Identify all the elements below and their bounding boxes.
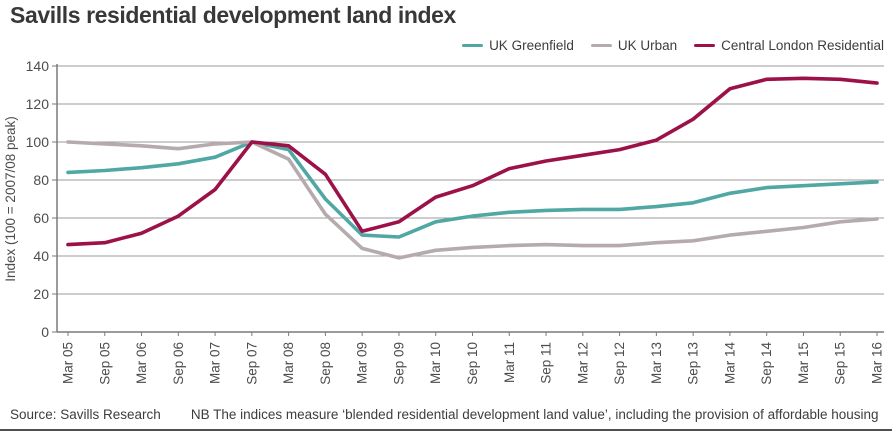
footer: Source: Savills Research NB The indices … [10, 407, 886, 422]
series-line-uk-greenfield [66, 140, 879, 239]
footnote-text: NB The indices measure ‘blended resident… [190, 407, 879, 422]
chart-area: 0 20 40 60 80 100 120 140 Mar 05 Sep 05 Mar 06 Sep … [0, 58, 892, 400]
x-tick-label: Mar 09 [355, 342, 370, 384]
x-tick-label: Sep 06 [171, 342, 186, 385]
land-index-line-chart: 0 20 40 60 80 100 120 140 Mar 05 Sep 05 Mar 06 Sep … [3, 58, 885, 385]
legend-label: UK Greenfield [489, 38, 574, 53]
x-tick-label: Mar 07 [208, 342, 223, 384]
legend-label: Central London Residential [721, 38, 884, 53]
page-title: Savills residential development land ind… [10, 2, 456, 28]
x-tick-label: Mar 05 [61, 342, 76, 384]
y-tick-label: 60 [33, 210, 49, 226]
legend-item-central-london-residential: Central London Residential [694, 38, 884, 53]
x-tick-label: Mar 15 [796, 342, 811, 384]
series-line-central-london-residential [66, 76, 879, 247]
x-tick-label: Sep 07 [244, 342, 259, 385]
chart-legend: UK Greenfield UK Urban Central London Resi… [462, 38, 884, 53]
x-tick-label: Sep 10 [465, 342, 480, 385]
legend-item-uk-urban: UK Urban [590, 38, 678, 53]
legend-swatch [590, 43, 612, 48]
legend-swatch [462, 43, 484, 48]
series-line-uk-urban [66, 140, 879, 260]
x-tick-label: Mar 06 [134, 342, 149, 384]
legend-item-uk-greenfield: UK Greenfield [462, 38, 574, 53]
x-tick-label: Sep 15 [833, 342, 848, 385]
x-tick-label: Mar 11 [502, 342, 517, 383]
legend-swatch [694, 43, 716, 48]
y-tick-label: 80 [33, 172, 49, 188]
y-tick-label: 140 [26, 60, 50, 74]
x-tick-label: Sep 13 [686, 342, 701, 385]
bottom-divider [0, 429, 892, 431]
y-tick-label: 120 [26, 96, 50, 112]
x-tick-label: Sep 05 [97, 342, 112, 385]
x-tick-label: Mar 12 [575, 342, 590, 384]
x-tick-label: Mar 16 [870, 342, 885, 384]
y-tick-label: 20 [33, 286, 49, 302]
y-axis-title: Index (100 = 2007/08 peak) [3, 116, 18, 282]
y-tick-label: 0 [41, 324, 49, 340]
x-tick-label: Mar 13 [649, 342, 664, 384]
x-tick-label: Sep 08 [318, 342, 333, 385]
x-tick-label: Sep 12 [612, 342, 627, 385]
x-tick-label: Sep 11 [539, 342, 554, 384]
y-tick-label: 100 [26, 134, 50, 150]
x-tick-label: Sep 09 [391, 342, 406, 385]
x-tick-label: Mar 14 [722, 342, 737, 385]
x-tick-label: Sep 14 [759, 342, 774, 385]
x-tick-label: Mar 08 [281, 342, 296, 384]
source-text: Source: Savills Research [10, 407, 161, 422]
y-tick-label: 40 [33, 248, 49, 264]
legend-label: UK Urban [617, 38, 678, 53]
x-tick-label: Mar 10 [428, 342, 443, 384]
